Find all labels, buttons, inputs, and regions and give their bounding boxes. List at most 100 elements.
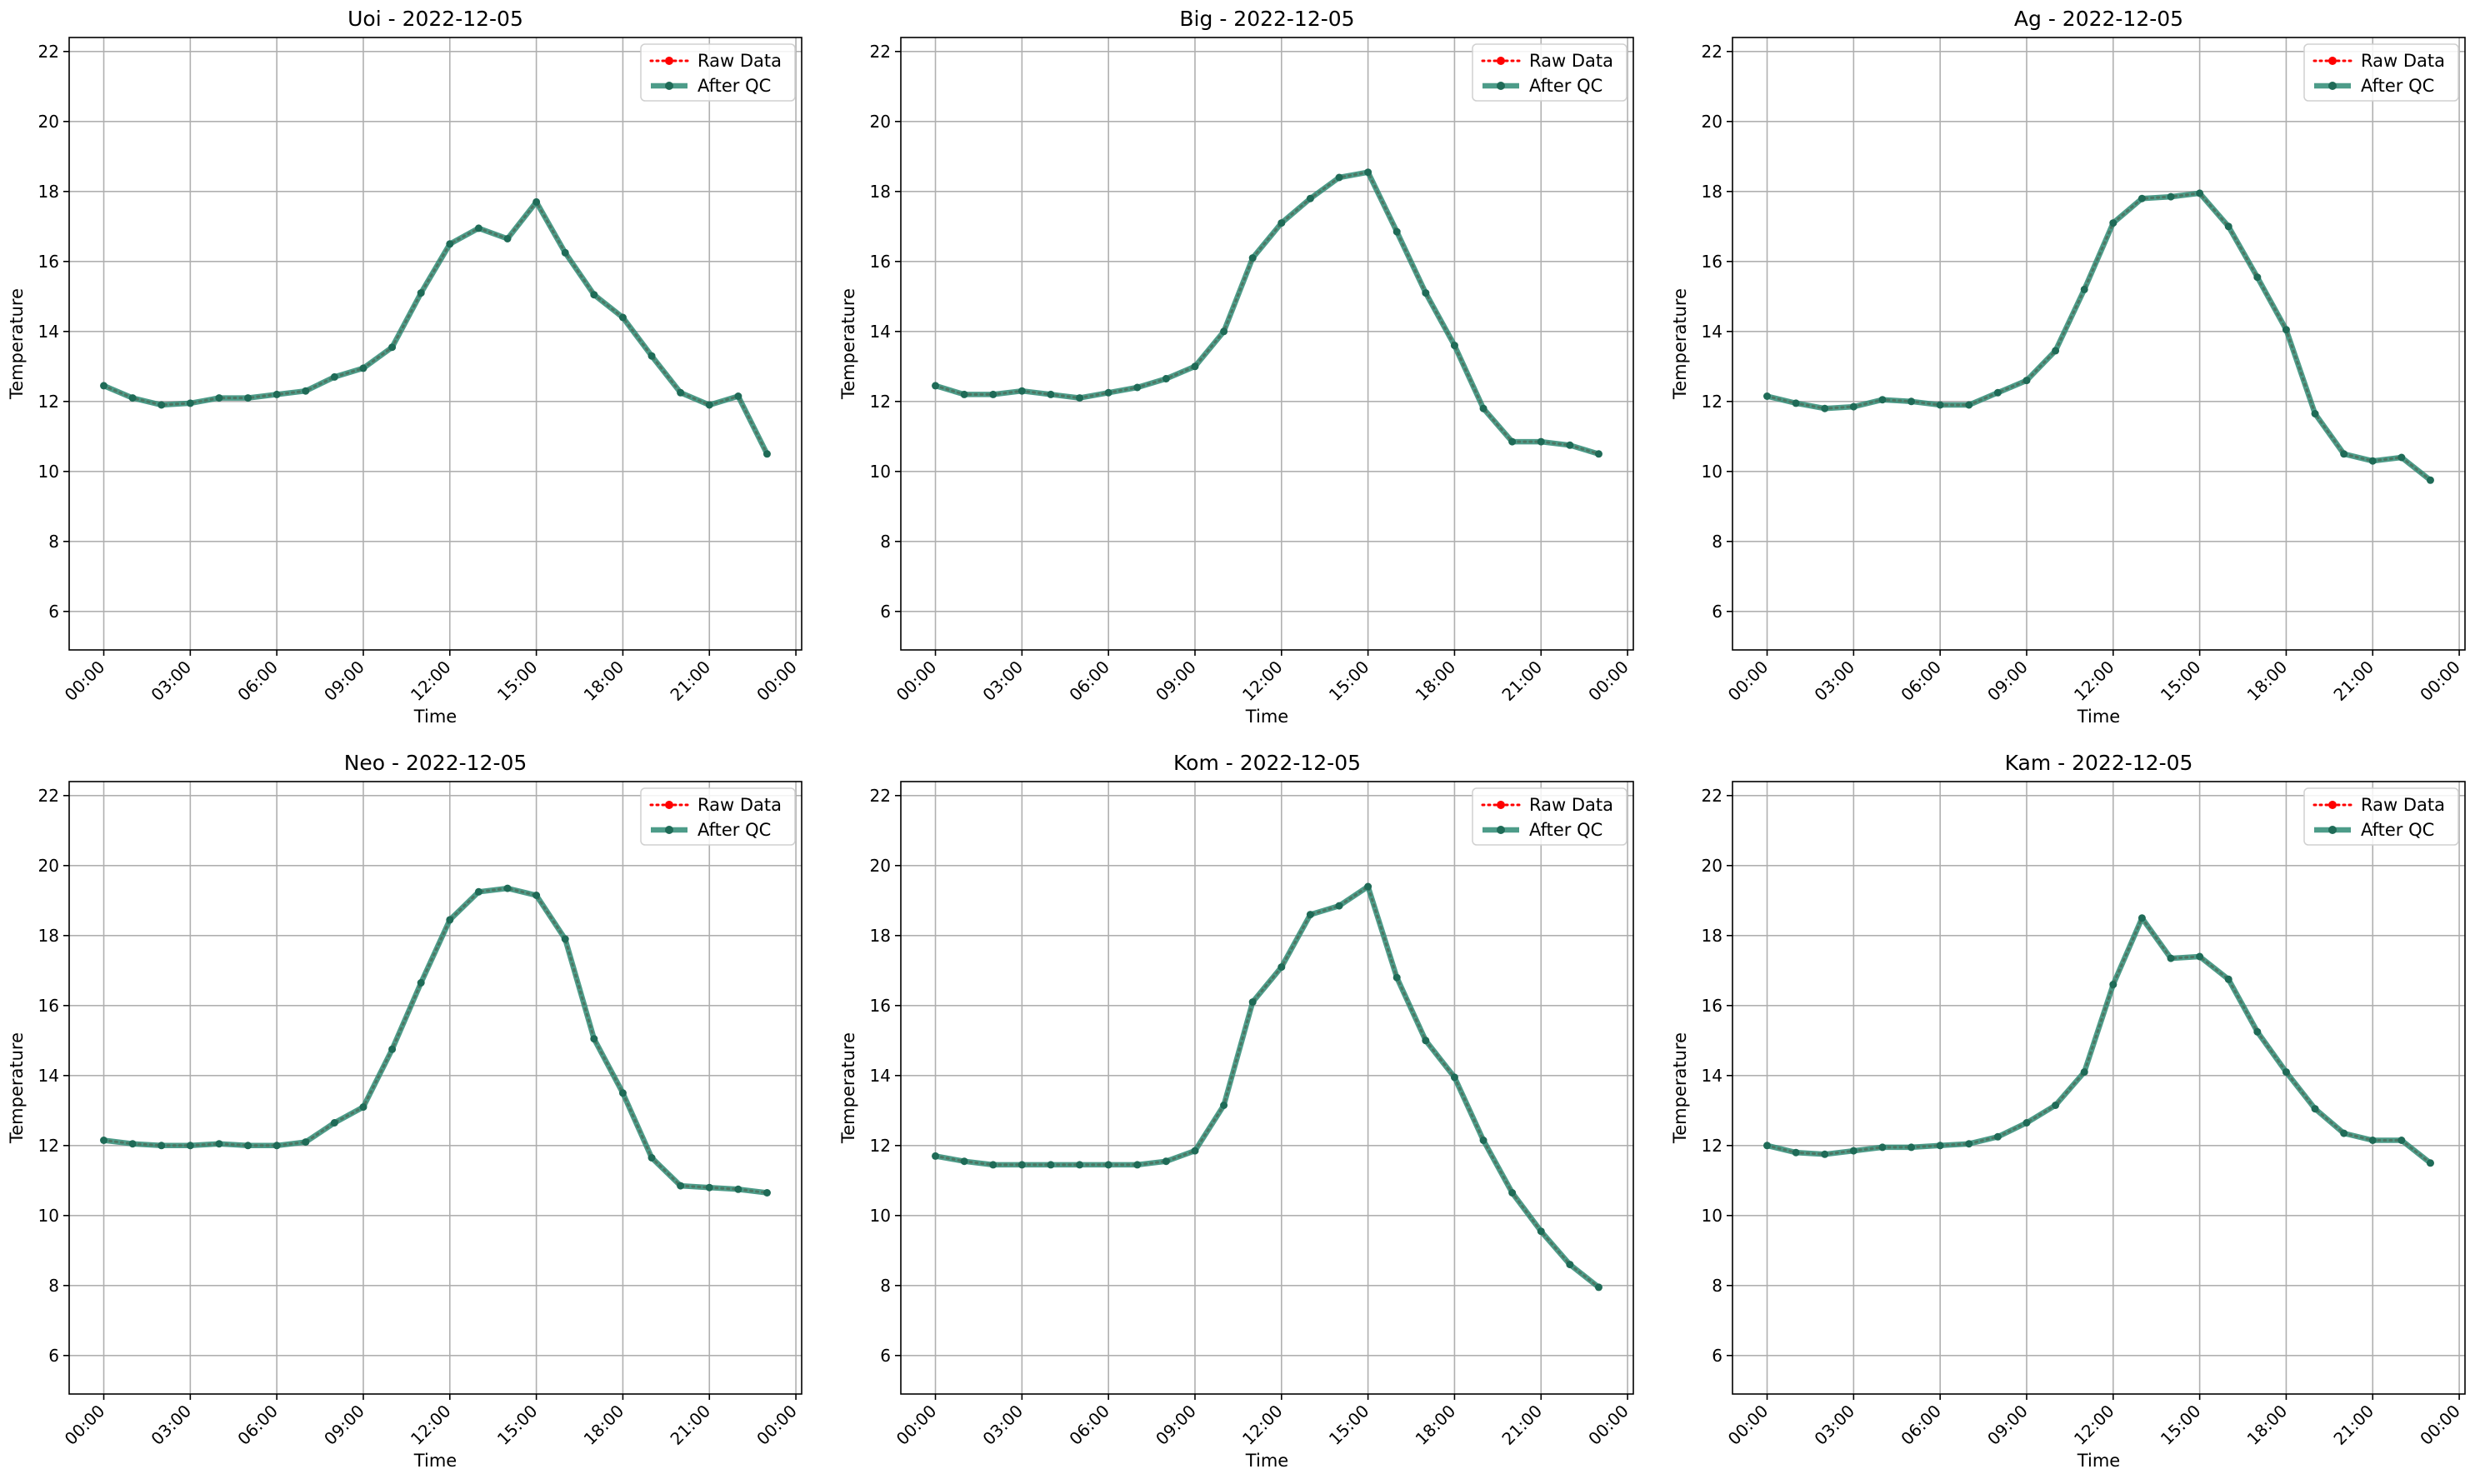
after-qc-point bbox=[474, 224, 482, 232]
after-qc-point bbox=[2052, 347, 2060, 355]
after-qc-point bbox=[2052, 1102, 2060, 1109]
x-axis-label: Time bbox=[413, 1451, 457, 1471]
after-qc-point bbox=[1364, 882, 1372, 891]
after-qc-point bbox=[2253, 273, 2262, 282]
after-qc-point bbox=[1965, 401, 1973, 409]
chart-title: Kom - 2022-12-05 bbox=[1173, 751, 1361, 775]
after-qc-point bbox=[302, 1138, 310, 1147]
y-tick-label: 20 bbox=[870, 856, 891, 876]
axes-frame bbox=[68, 37, 802, 651]
y-tick-label: 20 bbox=[38, 856, 59, 876]
after-qc-point bbox=[1191, 362, 1199, 371]
y-tick-label: 14 bbox=[1702, 1066, 1722, 1086]
y-tick-label: 8 bbox=[880, 1276, 891, 1296]
after-qc-point bbox=[1248, 254, 1257, 262]
after-qc-point bbox=[648, 1154, 656, 1162]
after-qc-point bbox=[989, 390, 998, 398]
legend-raw-marker bbox=[1497, 801, 1505, 809]
after-qc-point bbox=[1133, 1161, 1142, 1169]
after-qc-point bbox=[272, 1142, 281, 1150]
after-qc-point bbox=[532, 892, 541, 899]
after-qc-point bbox=[388, 1045, 397, 1053]
y-tick-label: 12 bbox=[870, 392, 891, 412]
after-qc-point bbox=[1537, 1227, 1545, 1236]
after-qc-point bbox=[2138, 914, 2146, 922]
after-qc-point bbox=[1849, 402, 1858, 411]
y-axis-label: Temperature bbox=[838, 288, 858, 400]
y-tick-label: 8 bbox=[48, 532, 59, 552]
legend-raw-label: Raw Data bbox=[1529, 51, 1613, 71]
y-tick-label: 20 bbox=[38, 112, 59, 132]
after-qc-point bbox=[561, 935, 569, 943]
after-qc-point bbox=[1047, 1161, 1055, 1169]
after-qc-point bbox=[359, 1103, 368, 1112]
after-qc-point bbox=[2167, 954, 2175, 962]
y-tick-label: 18 bbox=[38, 926, 59, 946]
after-qc-point bbox=[2311, 1105, 2319, 1113]
legend-raw-label: Raw Data bbox=[698, 51, 782, 71]
chart-title: Ag - 2022-12-05 bbox=[2014, 7, 2183, 31]
y-tick-label: 12 bbox=[38, 392, 59, 412]
after-qc-point bbox=[1191, 1147, 1199, 1155]
after-qc-point bbox=[932, 382, 940, 390]
after-qc-point bbox=[705, 401, 713, 409]
legend-qc-marker bbox=[2328, 826, 2337, 834]
y-tick-label: 10 bbox=[1702, 462, 1722, 482]
y-tick-label: 20 bbox=[870, 112, 891, 132]
after-qc-point bbox=[1993, 388, 2002, 397]
after-qc-point bbox=[1047, 390, 1055, 398]
y-tick-label: 8 bbox=[1712, 532, 1722, 552]
after-qc-point bbox=[158, 401, 166, 409]
after-qc-point bbox=[1508, 437, 1517, 446]
after-qc-line bbox=[932, 169, 1602, 457]
after-qc-point bbox=[618, 313, 627, 322]
after-qc-point bbox=[1104, 388, 1112, 397]
y-tick-label: 14 bbox=[870, 322, 891, 342]
legend: Raw Data After QC bbox=[1472, 43, 1628, 102]
legend-raw-label: Raw Data bbox=[1529, 795, 1613, 815]
x-axis-label: Time bbox=[2077, 707, 2120, 727]
after-qc-point bbox=[215, 394, 223, 402]
after-qc-point bbox=[1508, 1189, 1517, 1197]
after-qc-point bbox=[330, 372, 338, 381]
after-qc-point bbox=[648, 352, 656, 360]
legend-raw-marker bbox=[1497, 57, 1505, 65]
y-tick-label: 16 bbox=[870, 996, 891, 1016]
y-tick-label: 10 bbox=[38, 462, 59, 482]
after-qc-point bbox=[302, 387, 310, 395]
y-tick-label: 16 bbox=[870, 252, 891, 272]
after-qc-point bbox=[1763, 1142, 1772, 1150]
y-tick-label: 16 bbox=[1702, 996, 1722, 1016]
after-qc-line bbox=[101, 885, 770, 1196]
after-qc-point bbox=[1450, 1073, 1458, 1082]
y-tick-label: 12 bbox=[38, 1136, 59, 1156]
after-qc-point bbox=[244, 394, 252, 402]
legend-qc-label: After QC bbox=[698, 820, 771, 840]
y-tick-label: 22 bbox=[1702, 42, 1722, 62]
after-qc-point bbox=[1248, 998, 1257, 1007]
legend-qc-marker bbox=[665, 82, 673, 90]
after-qc-point bbox=[1335, 902, 1343, 910]
after-qc-point bbox=[1908, 1143, 1916, 1152]
after-qc-point bbox=[2080, 285, 2088, 293]
y-tick-label: 16 bbox=[38, 252, 59, 272]
after-qc-point bbox=[1821, 1150, 1829, 1158]
legend-raw-label: Raw Data bbox=[698, 795, 782, 815]
after-qc-point bbox=[1936, 1142, 1944, 1150]
y-tick-label: 6 bbox=[1712, 602, 1722, 622]
after-qc-point bbox=[186, 399, 194, 407]
y-tick-label: 22 bbox=[870, 786, 891, 806]
after-qc-point bbox=[960, 1157, 968, 1166]
after-qc-point bbox=[734, 1185, 742, 1193]
x-axis-label: Time bbox=[1245, 707, 1288, 727]
after-qc-point bbox=[2080, 1068, 2088, 1077]
y-tick-label: 8 bbox=[1712, 1276, 1722, 1296]
after-qc-point bbox=[1450, 342, 1458, 350]
after-qc-point bbox=[474, 887, 482, 896]
after-qc-point bbox=[100, 1137, 108, 1144]
after-qc-point bbox=[1792, 1148, 1800, 1157]
after-qc-point bbox=[762, 1189, 771, 1197]
after-qc-point bbox=[1878, 396, 1887, 404]
